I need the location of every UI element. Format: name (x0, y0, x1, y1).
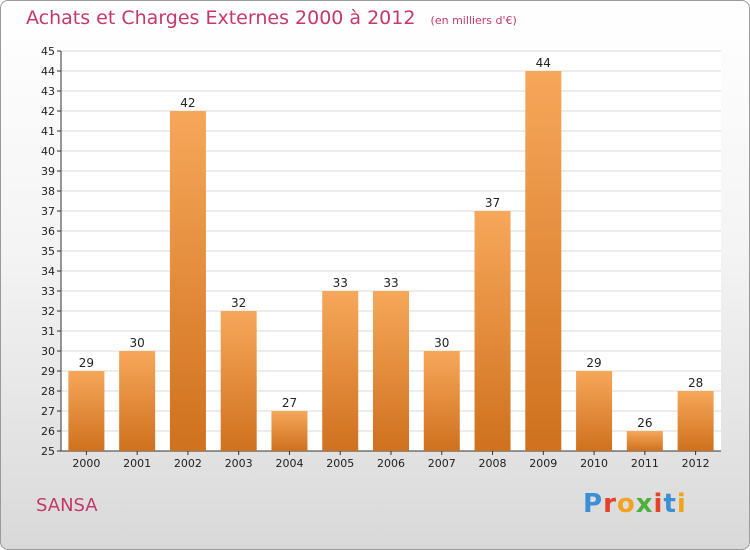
bar-2000 (68, 371, 105, 451)
y-tick-label: 45 (41, 45, 55, 58)
bar-value-label: 30 (434, 336, 449, 350)
bar-value-label: 44 (536, 56, 551, 70)
bar-value-label: 33 (383, 276, 398, 290)
y-tick-label: 28 (41, 385, 55, 398)
y-tick-label: 32 (41, 305, 55, 318)
bar-2010 (576, 371, 613, 451)
x-tick-label: 2005 (326, 457, 354, 470)
y-tick-label: 30 (41, 345, 55, 358)
x-tick-label: 2002 (174, 457, 202, 470)
chart-title-unit: (en milliers d'€) (430, 14, 517, 27)
logo-letter: r (603, 489, 617, 519)
logo-letter: i (676, 489, 687, 519)
x-tick-label: 2003 (225, 457, 253, 470)
bar-2009 (525, 71, 562, 451)
bar-value-label: 33 (333, 276, 348, 290)
bar-2002 (169, 111, 206, 451)
y-tick-label: 41 (41, 125, 55, 138)
y-tick-label: 44 (41, 65, 55, 78)
y-tick-label: 36 (41, 225, 55, 238)
logo-letter: o (616, 489, 636, 519)
y-tick-label: 39 (41, 165, 55, 178)
bar-value-label: 42 (180, 96, 195, 110)
bar-2005 (322, 291, 359, 451)
bar-value-label: 32 (231, 296, 246, 310)
bar-value-label: 26 (637, 416, 652, 430)
x-tick-label: 2010 (580, 457, 608, 470)
x-tick-label: 2000 (72, 457, 100, 470)
x-tick-label: 2004 (275, 457, 303, 470)
proxiti-logo: Proxiti (583, 489, 687, 519)
bar-2007 (423, 351, 460, 451)
x-tick-label: 2012 (682, 457, 710, 470)
x-tick-label: 2008 (479, 457, 507, 470)
y-tick-label: 33 (41, 285, 55, 298)
bar-2006 (373, 291, 409, 451)
y-tick-label: 38 (41, 185, 55, 198)
chart-title: Achats et Charges Externes 2000 à 2012 (… (26, 7, 517, 29)
y-tick-label: 37 (41, 205, 55, 218)
bar-value-label: 28 (688, 376, 703, 390)
y-tick-label: 35 (41, 245, 55, 258)
bar-value-label: 29 (586, 356, 601, 370)
y-tick-label: 34 (41, 265, 55, 278)
bar-value-label: 27 (282, 396, 297, 410)
y-tick-label: 40 (41, 145, 55, 158)
bar-2008 (474, 211, 511, 451)
logo-letter: x (635, 489, 654, 519)
location-name: SANSA (36, 495, 98, 516)
bar-value-label: 37 (485, 196, 500, 210)
x-tick-label: 2006 (377, 457, 405, 470)
bar-2004 (271, 411, 308, 451)
y-tick-label: 26 (41, 425, 55, 438)
x-tick-label: 2011 (631, 457, 659, 470)
bar-2012 (677, 391, 714, 451)
x-tick-label: 2007 (428, 457, 456, 470)
bar-value-label: 29 (79, 356, 94, 370)
y-tick-label: 42 (41, 105, 55, 118)
y-tick-label: 43 (41, 85, 55, 98)
logo-letter: i (653, 489, 664, 519)
x-tick-label: 2001 (123, 457, 151, 470)
y-tick-label: 29 (41, 365, 55, 378)
bar-2011 (626, 431, 663, 451)
y-tick-label: 31 (41, 325, 55, 338)
chart-title-main: Achats et Charges Externes 2000 à 2012 (26, 7, 416, 29)
bar-2001 (119, 351, 156, 451)
logo-letter: P (583, 489, 604, 519)
x-tick-label: 2009 (529, 457, 557, 470)
bar-2003 (220, 311, 257, 451)
y-tick-label: 27 (41, 405, 55, 418)
logo-letter: t (663, 489, 677, 519)
y-tick-label: 25 (41, 445, 55, 458)
bar-value-label: 30 (130, 336, 145, 350)
